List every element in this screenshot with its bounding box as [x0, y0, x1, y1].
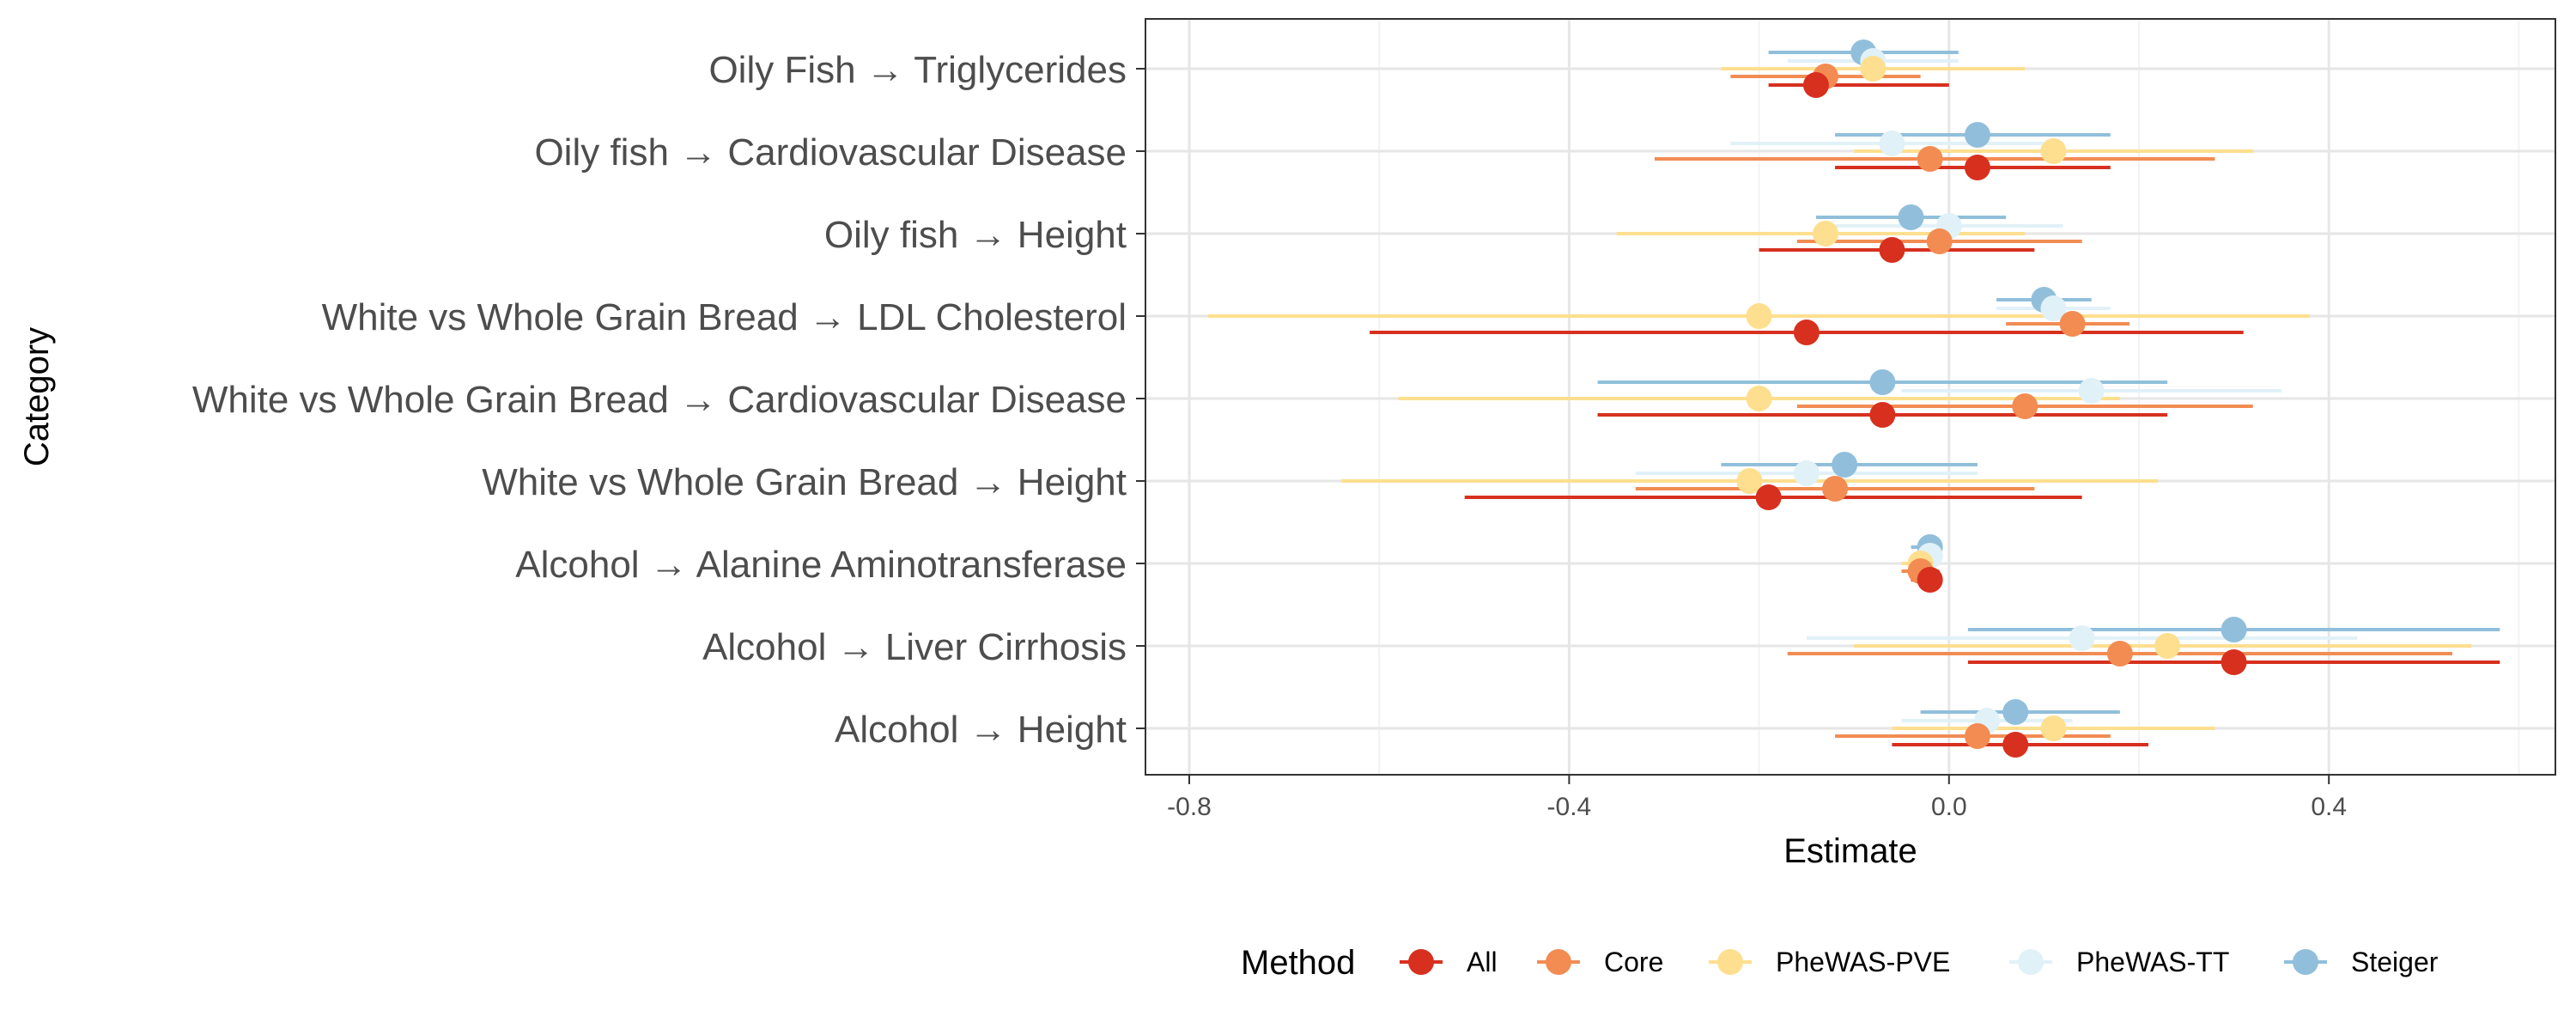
panel-border: [1145, 18, 2556, 776]
point-all: [2221, 649, 2247, 675]
axes: -0.8 -0.4 0.0 0.4 Oily Fish → Triglycerides O…: [192, 49, 2347, 821]
legend-title: Method: [1241, 944, 1355, 982]
legend-label: PheWAS-TT: [2076, 947, 2229, 977]
point-phewas-pve: [1860, 56, 1886, 82]
category-label: White vs Whole Grain Bread → Height: [482, 461, 1127, 503]
point-phewas-tt: [2069, 625, 2095, 651]
point-phewas-tt: [1879, 131, 1905, 156]
point-all: [1755, 484, 1782, 510]
category-label: Alcohol → Height: [835, 709, 1127, 751]
x-axis-title: Estimate: [1783, 832, 1917, 870]
legend-key-point: [1717, 949, 1743, 975]
point-core: [2012, 393, 2038, 419]
category-label: Alcohol → Alanine Aminotransferase: [515, 544, 1127, 586]
y-axis-title: Category: [18, 327, 56, 466]
legend-label: Steiger: [2351, 947, 2439, 977]
point-phewas-pve: [2040, 715, 2067, 741]
point-steiger: [1869, 369, 1896, 395]
point-steiger: [1964, 122, 1990, 148]
point-phewas-pve: [1746, 386, 1772, 411]
legend-key-point: [1546, 949, 1571, 975]
point-core: [2059, 311, 2086, 337]
point-phewas-pve: [2040, 138, 2067, 164]
category-label: Oily fish → Height: [824, 214, 1127, 256]
point-all: [1917, 567, 1943, 593]
point-all: [2002, 732, 2029, 758]
point-core: [1964, 723, 1990, 749]
point-core: [1822, 476, 1849, 502]
point-phewas-pve: [1736, 468, 1763, 494]
point-core: [1917, 146, 1943, 172]
legend-key-point: [1408, 949, 1434, 975]
legend-label: PheWAS-PVE: [1776, 947, 1950, 977]
category-label: White vs Whole Grain Bread → Cardiovascu…: [192, 379, 1127, 421]
category-label: Alcohol → Liver Cirrhosis: [702, 626, 1127, 668]
point-steiger: [1832, 452, 1858, 478]
category-label: Oily Fish → Triglycerides: [708, 49, 1127, 91]
x-tick-label: 0.0: [1931, 793, 1967, 821]
legend-key-point: [2293, 949, 2318, 975]
point-steiger: [1898, 204, 1924, 230]
legend-key-point: [2018, 949, 2044, 975]
point-all: [1802, 72, 1829, 98]
x-tick-label: -0.4: [1547, 793, 1592, 821]
point-all: [1793, 320, 1820, 345]
point-phewas-pve: [2154, 633, 2181, 659]
x-tick-label: -0.8: [1167, 793, 1212, 821]
category-label: White vs Whole Grain Bread → LDL Cholest…: [322, 296, 1127, 338]
point-phewas-tt: [2078, 378, 2105, 404]
legend: Method All Core PheWAS-PVE PheWAS-TT Steiger: [1241, 944, 2439, 982]
point-steiger: [2002, 699, 2029, 725]
point-core: [1926, 228, 1953, 254]
point-core: [2106, 641, 2133, 667]
legend-label: Core: [1604, 947, 1663, 977]
point-all: [1964, 155, 1990, 180]
point-phewas-tt: [2040, 295, 2067, 321]
category-label: Oily fish → Cardiovascular Disease: [534, 131, 1127, 174]
point-steiger: [2221, 617, 2247, 642]
point-phewas-pve: [1746, 303, 1772, 329]
x-tick-label: 0.4: [2311, 793, 2347, 821]
point-phewas-pve: [1813, 221, 1839, 247]
point-all: [1869, 402, 1896, 428]
point-estimates: [1736, 40, 2247, 758]
legend-label: All: [1467, 947, 1498, 977]
point-all: [1879, 237, 1905, 263]
point-phewas-tt: [1793, 460, 1820, 486]
